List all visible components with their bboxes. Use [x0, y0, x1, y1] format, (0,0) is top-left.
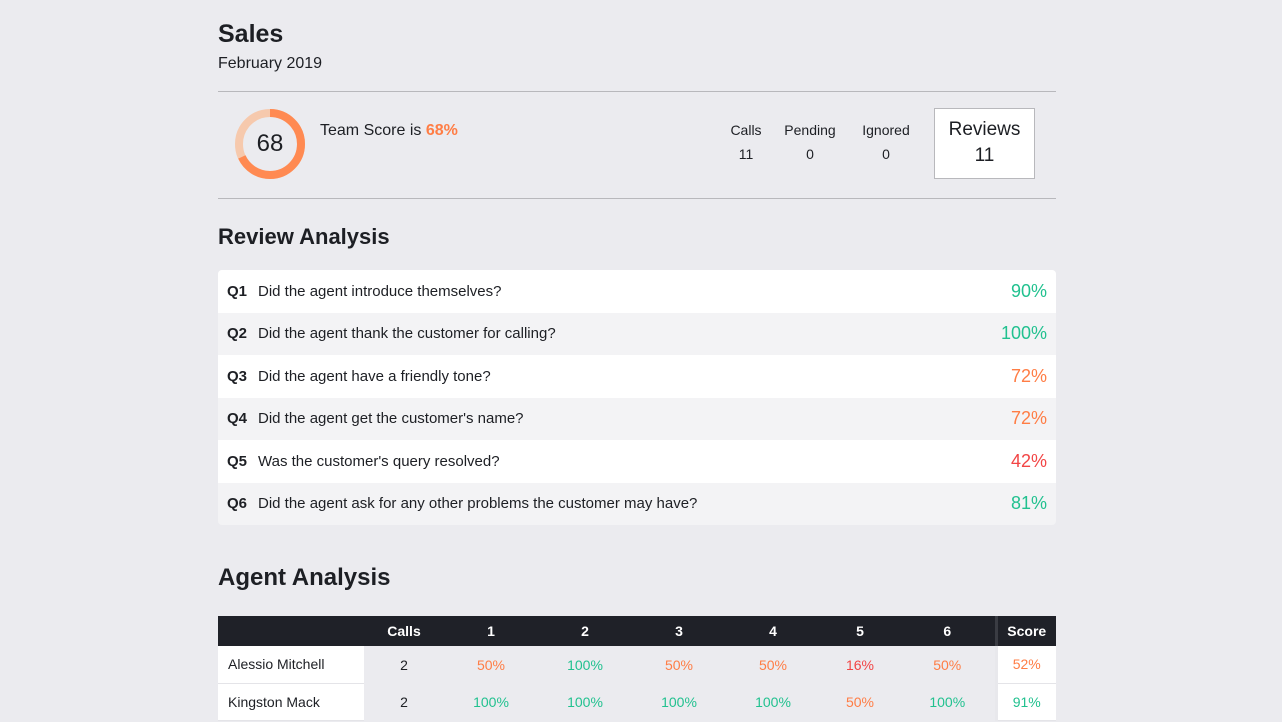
header-q5[interactable]: 5 [820, 616, 900, 646]
header-q4[interactable]: 4 [726, 616, 820, 646]
question-score: 100% [1000, 323, 1047, 344]
agent-q3: 50% [664, 656, 694, 673]
stat-calls: Calls 11 [728, 122, 764, 162]
table-row[interactable]: Alessio Mitchell 2 50% 100% 50% 50% 16% … [218, 646, 1056, 684]
question-text: Did the agent get the customer's name? [258, 410, 524, 428]
agent-q1: 50% [476, 656, 506, 673]
agent-q2: 100% [567, 693, 603, 710]
header-score[interactable]: Score [994, 616, 1056, 646]
question-number: Q4 [227, 410, 248, 428]
divider [218, 91, 1056, 92]
agent-q5: 50% [845, 693, 875, 710]
agent-name[interactable]: Alessio Mitchell [218, 646, 364, 684]
agent-score: 91% [994, 683, 1056, 721]
page-subtitle: February 2019 [218, 55, 323, 72]
question-number: Q3 [227, 367, 248, 385]
review-analysis-title: Review Analysis [218, 224, 390, 249]
question-row: Q6 Did the agent ask for any other probl… [218, 482, 1056, 525]
question-row: Q1 Did the agent introduce themselves? 9… [218, 270, 1056, 313]
agent-table: Calls 1 2 3 4 5 6 Score Alessio Mitchell… [218, 616, 1056, 721]
question-number: Q1 [227, 282, 248, 300]
team-score-label: Team Score is [320, 122, 426, 139]
agent-q1: 100% [473, 693, 509, 710]
page-title: Sales [218, 20, 284, 48]
reviews-count: 11 [974, 145, 995, 166]
question-score: 72% [1010, 408, 1047, 429]
question-score: 81% [1010, 493, 1047, 514]
header-q2[interactable]: 2 [538, 616, 632, 646]
question-text: Was the customer's query resolved? [258, 452, 500, 470]
table-row[interactable]: Kingston Mack 2 100% 100% 100% 100% 50% … [218, 683, 1056, 721]
question-row: Q4 Did the agent get the customer's name… [218, 397, 1056, 440]
question-text: Did the agent introduce themselves? [258, 282, 502, 300]
agent-q6: 100% [929, 693, 966, 710]
agent-q2: 100% [567, 656, 603, 673]
summary-panel: 68 Team Score is 68% Calls 11 Pending 0 … [218, 92, 1056, 198]
stat-ignored-value: 0 [882, 146, 890, 162]
team-score-ring-value: 68 [256, 130, 284, 157]
agent-q4: 100% [755, 693, 791, 710]
agent-q5: 16% [845, 656, 875, 673]
reviews-button[interactable]: Reviews 11 [934, 108, 1035, 179]
question-score: 90% [1010, 280, 1047, 301]
agent-calls: 2 [400, 693, 408, 710]
question-text: Did the agent have a friendly tone? [258, 367, 491, 385]
header-q1[interactable]: 1 [444, 616, 538, 646]
question-score: 42% [1010, 450, 1047, 471]
stat-calls-value: 11 [738, 146, 754, 162]
team-score-ring [235, 109, 305, 179]
stat-ignored: Ignored 0 [857, 122, 915, 162]
header-q6[interactable]: 6 [900, 616, 996, 646]
agent-name[interactable]: Kingston Mack [218, 683, 364, 721]
question-number: Q5 [227, 452, 248, 470]
header-name [218, 616, 364, 646]
stat-calls-label: Calls [730, 122, 762, 138]
team-score-pct: 68% [425, 122, 458, 139]
agent-table-header: Calls 1 2 3 4 5 6 Score [218, 616, 1056, 646]
stat-pending-label: Pending [784, 122, 836, 138]
stat-ignored-label: Ignored [862, 122, 910, 138]
question-text: Did the agent ask for any other problems… [258, 495, 698, 513]
question-row: Q3 Did the agent have a friendly tone? 7… [218, 355, 1056, 398]
team-score-text: Team Score is 68% [320, 122, 458, 140]
reviews-label: Reviews [948, 119, 1021, 140]
question-number: Q6 [227, 495, 248, 513]
question-list: Q1 Did the agent introduce themselves? 9… [218, 270, 1056, 525]
header-calls[interactable]: Calls [364, 616, 444, 646]
agent-calls: 2 [400, 656, 408, 673]
question-number: Q2 [227, 325, 248, 343]
question-row: Q5 Was the customer's query resolved? 42… [218, 440, 1056, 483]
agent-analysis-title: Agent Analysis [218, 564, 391, 591]
stat-pending: Pending 0 [781, 122, 839, 162]
question-text: Did the agent thank the customer for cal… [258, 325, 556, 343]
divider [218, 198, 1056, 199]
stat-pending-value: 0 [806, 146, 814, 162]
question-score: 72% [1010, 365, 1047, 386]
question-row: Q2 Did the agent thank the customer for … [218, 312, 1056, 355]
agent-q4: 50% [758, 656, 788, 673]
agent-q3: 100% [661, 693, 697, 710]
header-q3[interactable]: 3 [632, 616, 726, 646]
agent-q6: 50% [933, 656, 962, 673]
agent-score: 52% [994, 646, 1056, 684]
